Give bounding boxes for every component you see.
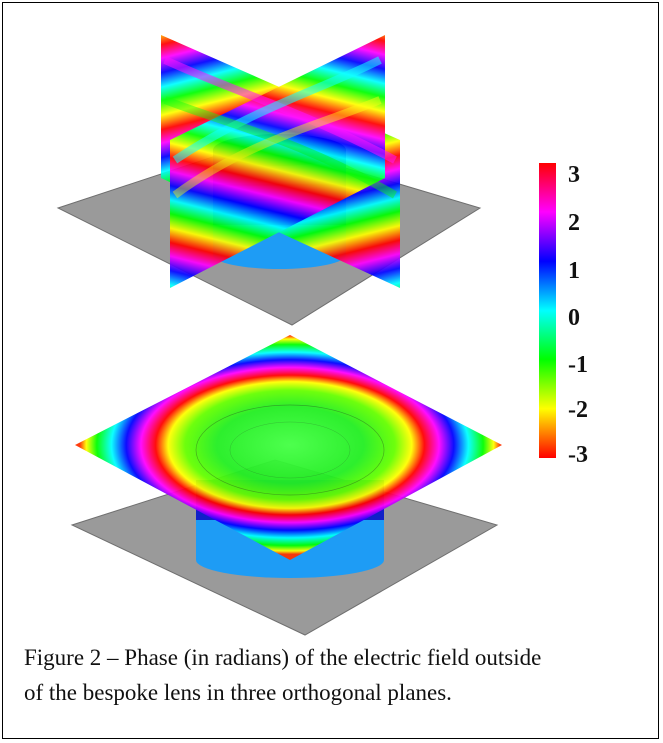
bottom-illustration [70,335,502,636]
top-illustration [56,35,482,326]
colorbar-tick-neg2: -2 [568,397,588,423]
phase-plane-horizontal [75,335,502,560]
caption-line-2: of the bespoke lens in three orthogonal … [24,680,452,705]
colorbar-tick-2: 2 [568,210,580,236]
colorbar-tick-neg1: -1 [568,352,588,378]
phase-plane-2 [170,35,385,288]
top-vertical-planes [161,35,400,288]
colorbar-tick-1: 1 [568,258,580,284]
colorbar-tick-0: 0 [568,305,580,331]
caption-line-1: Figure 2 – Phase (in radians) of the ele… [24,645,542,670]
colorbar-tick-neg3: -3 [568,442,588,468]
colorbar [539,163,556,458]
colorbar-gradient [539,163,556,458]
figure-caption: Figure 2 – Phase (in radians) of the ele… [24,640,644,710]
colorbar-tick-3: 3 [568,162,580,188]
